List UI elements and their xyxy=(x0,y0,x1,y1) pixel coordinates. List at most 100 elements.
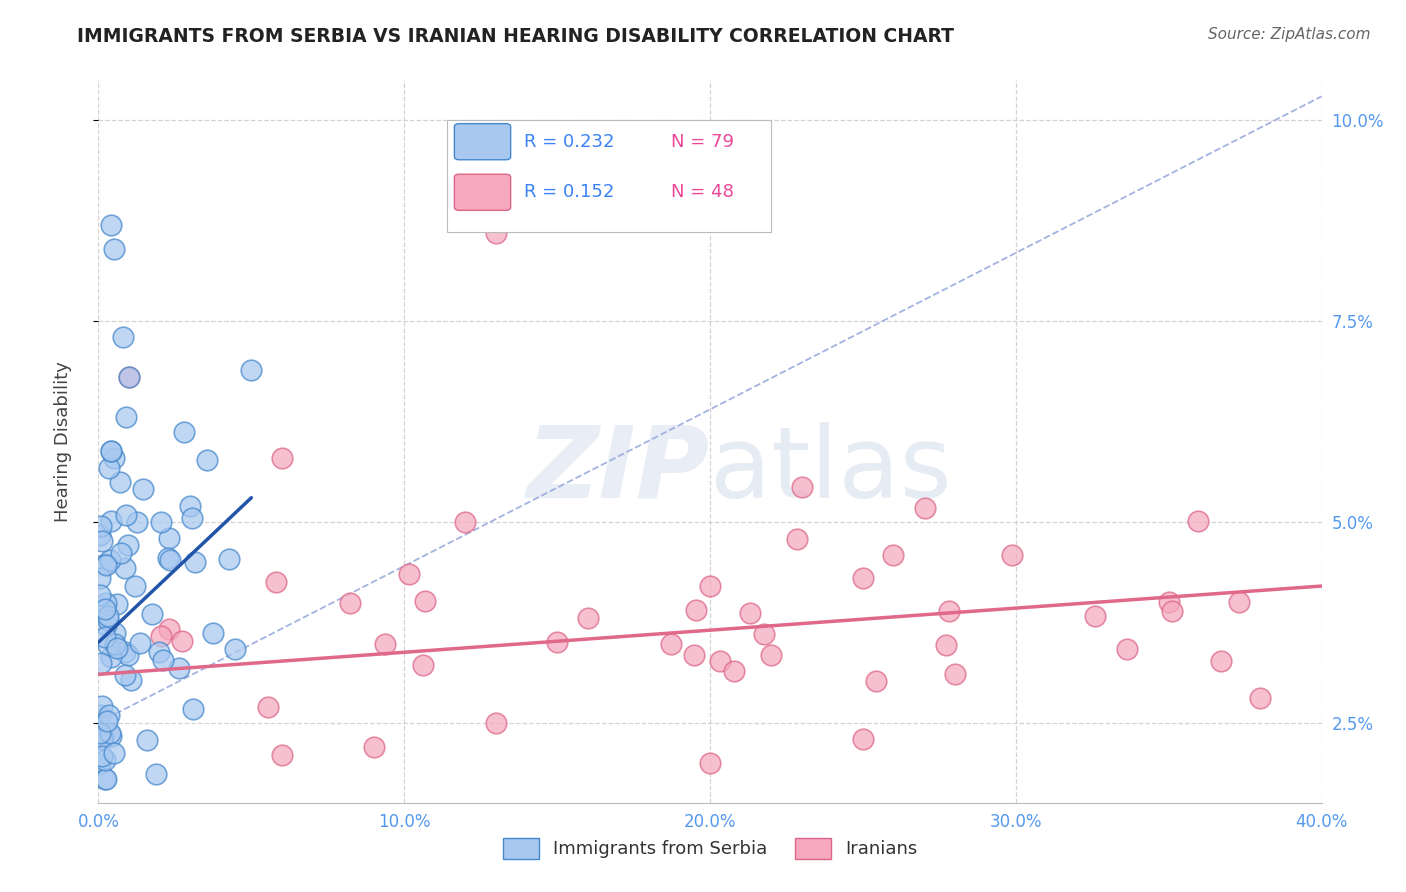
Text: ZIP: ZIP xyxy=(527,422,710,519)
Point xyxy=(167,660,190,674)
Point xyxy=(1159,595,1181,609)
Point xyxy=(1001,548,1024,562)
Point xyxy=(398,566,420,581)
Point xyxy=(89,707,111,722)
Point xyxy=(184,555,207,569)
Point xyxy=(1227,595,1250,609)
Point xyxy=(91,730,114,744)
Point xyxy=(152,653,174,667)
Point xyxy=(100,443,122,458)
Point xyxy=(709,654,731,668)
Point xyxy=(699,756,721,770)
Text: atlas: atlas xyxy=(710,422,952,519)
Point xyxy=(135,732,157,747)
Point xyxy=(89,528,111,542)
Point xyxy=(90,533,112,548)
Point xyxy=(882,548,904,562)
Point xyxy=(786,533,808,547)
Point xyxy=(170,634,193,648)
Point xyxy=(114,645,136,659)
Point xyxy=(157,623,180,637)
Point xyxy=(90,748,112,763)
Point xyxy=(935,638,957,652)
Point xyxy=(752,627,775,641)
Point xyxy=(115,508,138,523)
Point xyxy=(124,578,146,592)
Point xyxy=(118,370,141,384)
Point xyxy=(183,702,205,716)
Point xyxy=(94,596,117,610)
Point xyxy=(179,499,201,513)
Point xyxy=(270,450,292,465)
Text: R = 0.232: R = 0.232 xyxy=(524,133,614,151)
Point xyxy=(89,756,111,771)
Point xyxy=(97,609,120,624)
Point xyxy=(1084,608,1107,623)
Point xyxy=(110,546,132,560)
Point xyxy=(90,656,112,670)
Point xyxy=(107,597,129,611)
Point xyxy=(117,648,139,663)
Point xyxy=(97,614,120,628)
Point xyxy=(1209,654,1232,668)
Point xyxy=(100,218,122,232)
Point xyxy=(546,635,568,649)
Point xyxy=(685,603,707,617)
Point xyxy=(100,444,122,458)
Point xyxy=(218,552,240,566)
Point xyxy=(91,731,114,746)
Point xyxy=(148,645,170,659)
Point xyxy=(114,561,136,575)
Point xyxy=(120,673,142,688)
FancyBboxPatch shape xyxy=(454,124,510,160)
Point xyxy=(108,475,131,489)
Point xyxy=(485,226,508,240)
Point xyxy=(94,618,117,632)
Point xyxy=(91,698,114,713)
Point xyxy=(141,607,163,621)
Point xyxy=(576,611,599,625)
Point xyxy=(94,630,117,644)
Point xyxy=(89,588,111,602)
Point xyxy=(103,242,125,256)
Point xyxy=(89,725,111,739)
Point xyxy=(659,637,682,651)
Point xyxy=(201,625,224,640)
Y-axis label: Hearing Disability: Hearing Disability xyxy=(53,361,72,522)
Point xyxy=(914,500,936,515)
Point xyxy=(98,726,121,740)
Point xyxy=(89,571,111,585)
Point xyxy=(852,731,875,746)
Point xyxy=(100,729,122,743)
Point xyxy=(107,640,129,655)
Point xyxy=(96,772,118,786)
Point xyxy=(159,553,181,567)
Point xyxy=(111,330,134,344)
Point xyxy=(852,571,875,585)
Point xyxy=(943,667,966,681)
Text: IMMIGRANTS FROM SERBIA VS IRANIAN HEARING DISABILITY CORRELATION CHART: IMMIGRANTS FROM SERBIA VS IRANIAN HEARIN… xyxy=(77,27,955,45)
Point xyxy=(115,410,138,425)
Point xyxy=(98,461,121,475)
Point xyxy=(114,668,136,682)
Point xyxy=(90,519,112,533)
Point xyxy=(150,515,173,529)
Point xyxy=(264,575,287,590)
Point xyxy=(96,714,118,729)
Point xyxy=(127,515,149,529)
Point xyxy=(173,425,195,440)
Point xyxy=(740,606,762,620)
Point xyxy=(682,648,704,662)
Text: N = 48: N = 48 xyxy=(671,183,734,202)
Point xyxy=(412,658,434,673)
Point xyxy=(157,550,180,565)
Point xyxy=(792,480,814,494)
Point xyxy=(1116,642,1139,657)
Text: R = 0.152: R = 0.152 xyxy=(524,183,614,202)
Point xyxy=(454,515,477,529)
Point xyxy=(256,700,278,714)
FancyBboxPatch shape xyxy=(454,174,510,211)
Point xyxy=(100,515,122,529)
Point xyxy=(97,708,120,723)
Point xyxy=(94,772,117,786)
